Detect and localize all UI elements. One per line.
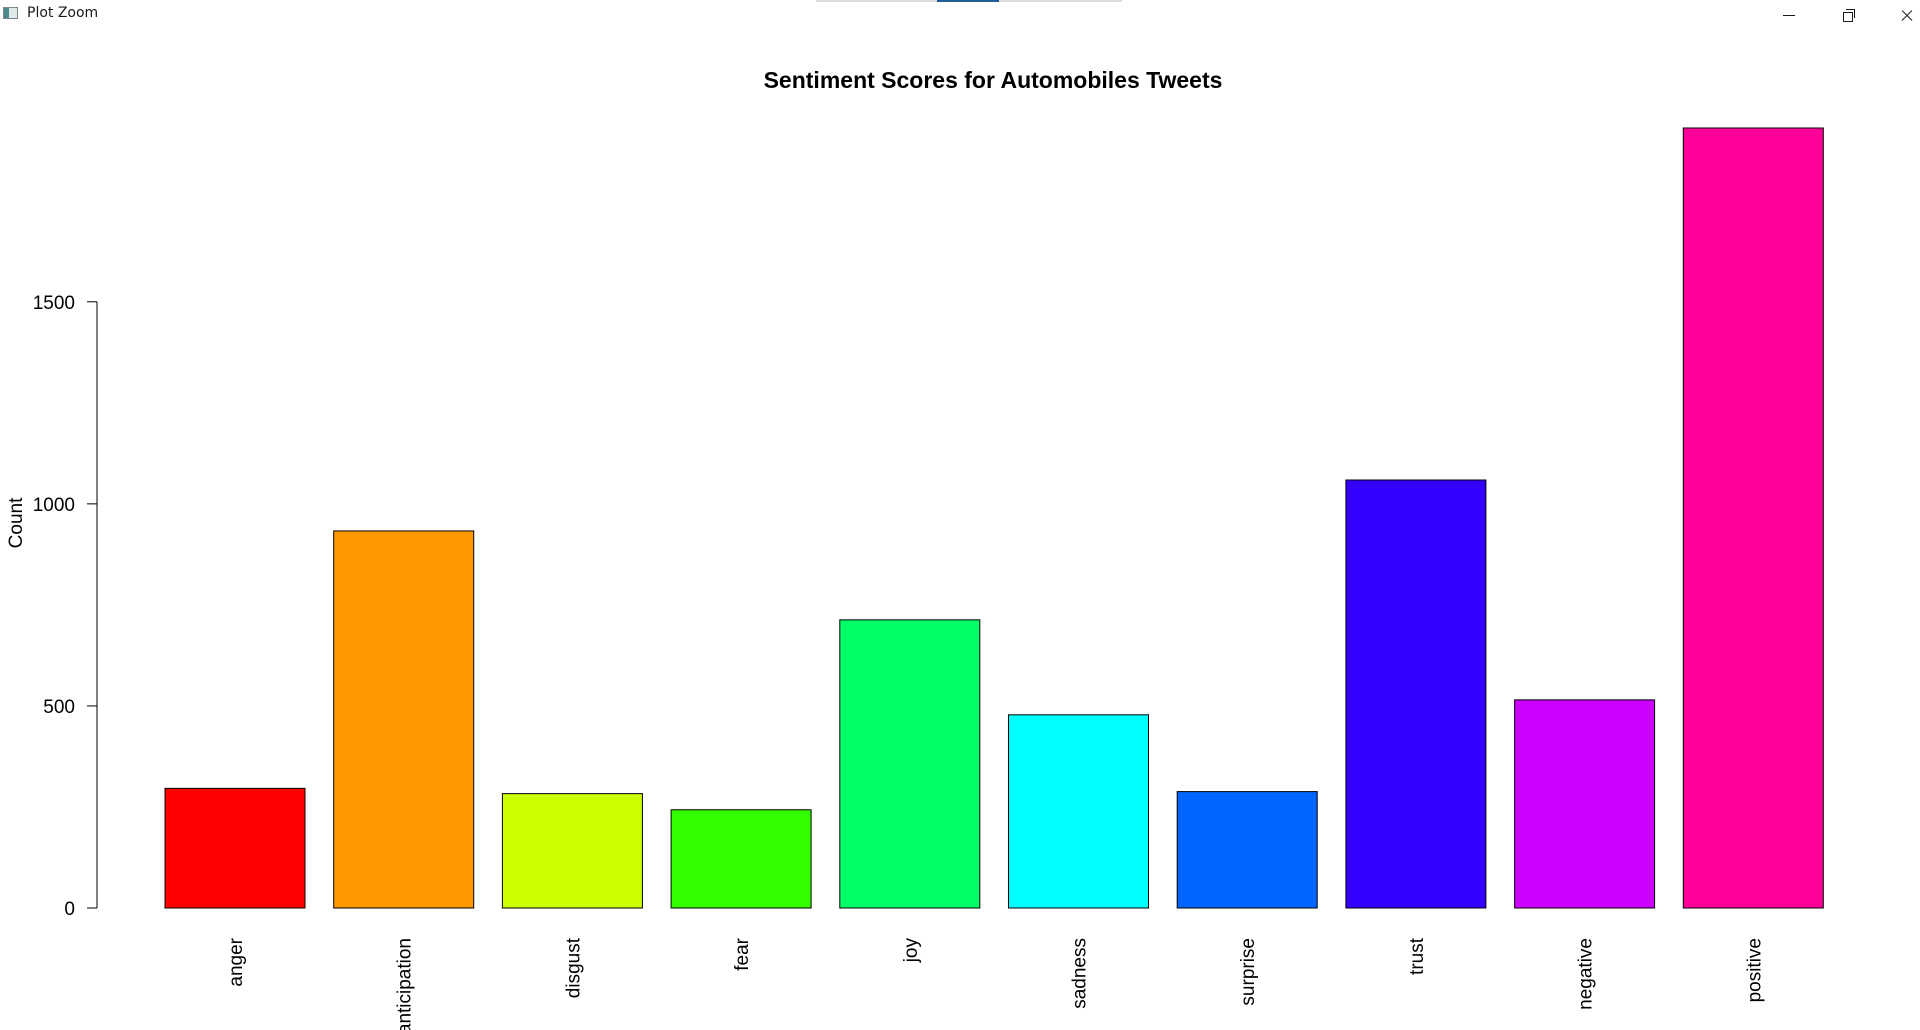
x-tick-label-negative: negative bbox=[1576, 938, 1597, 1010]
y-axis-label: Count bbox=[6, 497, 27, 548]
bar-chart: Sentiment Scores for Automobiles Tweets … bbox=[6, 67, 1824, 1030]
x-tick-label-anger: anger bbox=[226, 937, 247, 986]
x-tick-label-joy: joy bbox=[901, 938, 922, 964]
bar-anticipation bbox=[333, 530, 475, 909]
window-title: Plot Zoom bbox=[27, 5, 99, 21]
x-tick-label-positive: positive bbox=[1744, 938, 1765, 1002]
x-tick-label-surprise: surprise bbox=[1238, 938, 1259, 1006]
y-axis-ticks: 0 500 1000 1500 bbox=[33, 293, 97, 920]
x-axis-tick-labels: anger anticipation disgust fear joy sadness su… bbox=[226, 937, 1765, 1030]
bar-joy bbox=[839, 619, 981, 909]
bar-anger bbox=[164, 787, 306, 909]
restore-icon bbox=[1843, 9, 1855, 22]
plot-zoom-app-icon bbox=[3, 7, 18, 19]
x-tick-label-trust: trust bbox=[1407, 937, 1428, 975]
close-icon bbox=[1900, 8, 1914, 22]
x-tick-label-disgust: disgust bbox=[563, 937, 584, 998]
x-tick-label-sadness: sadness bbox=[1070, 938, 1091, 1009]
bar-fear bbox=[670, 809, 812, 909]
titlebar-active-indicator bbox=[937, 0, 999, 2]
bar-trust bbox=[1345, 479, 1487, 909]
bar-disgust bbox=[501, 793, 643, 909]
y-tick-label: 1000 bbox=[33, 495, 75, 516]
window-titlebar[interactable]: Plot Zoom bbox=[0, 0, 1920, 26]
restore-button[interactable] bbox=[1820, 0, 1878, 30]
bar-positive bbox=[1682, 127, 1824, 909]
y-tick-label: 0 bbox=[64, 899, 75, 920]
minimize-icon bbox=[1783, 14, 1795, 16]
minimize-button[interactable] bbox=[1760, 0, 1818, 30]
y-tick-label: 500 bbox=[43, 697, 75, 718]
bar-sadness bbox=[1008, 714, 1149, 909]
bar-surprise bbox=[1176, 791, 1318, 909]
y-tick-label: 1500 bbox=[33, 293, 75, 314]
x-tick-label-anticipation: anticipation bbox=[395, 938, 416, 1030]
bar-negative bbox=[1514, 699, 1656, 909]
x-tick-label-fear: fear bbox=[732, 937, 753, 970]
bars bbox=[164, 127, 1824, 909]
chart-title: Sentiment Scores for Automobiles Tweets bbox=[764, 67, 1223, 93]
